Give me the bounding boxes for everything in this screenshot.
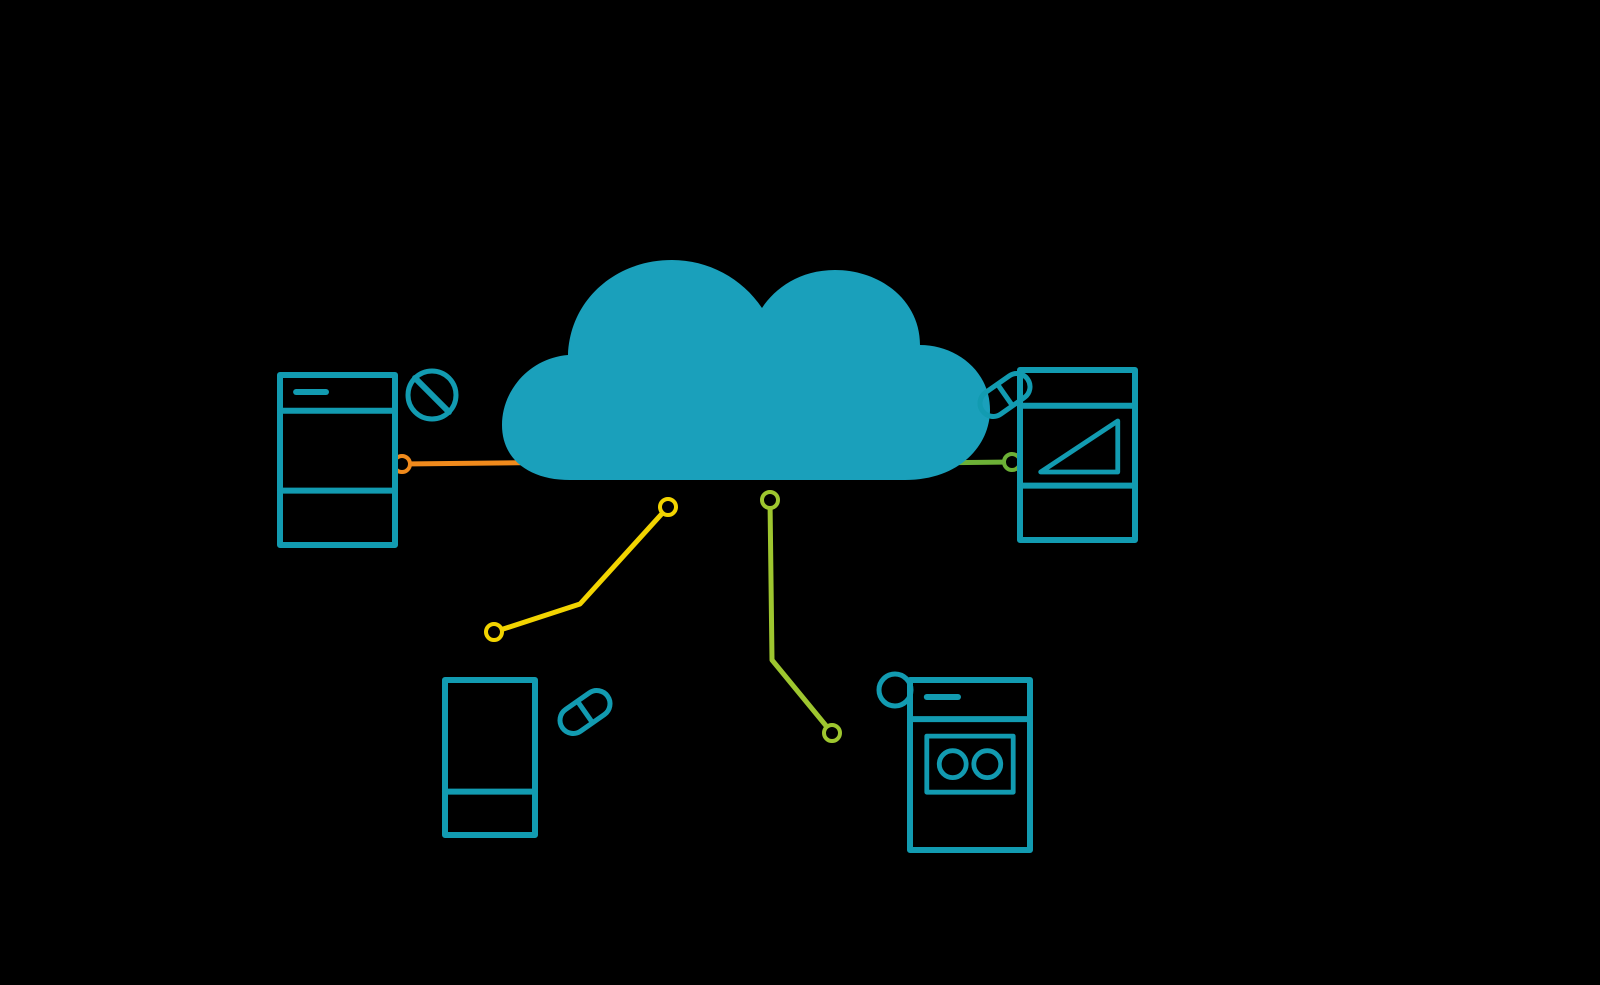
edge-lime-endpoint	[824, 725, 840, 741]
cloud-network-diagram	[0, 0, 1600, 985]
edge-yellow-endpoint	[486, 624, 502, 640]
edge-yellow-endpoint	[660, 499, 676, 515]
edge-lime-endpoint	[762, 492, 778, 508]
background	[0, 0, 1600, 985]
